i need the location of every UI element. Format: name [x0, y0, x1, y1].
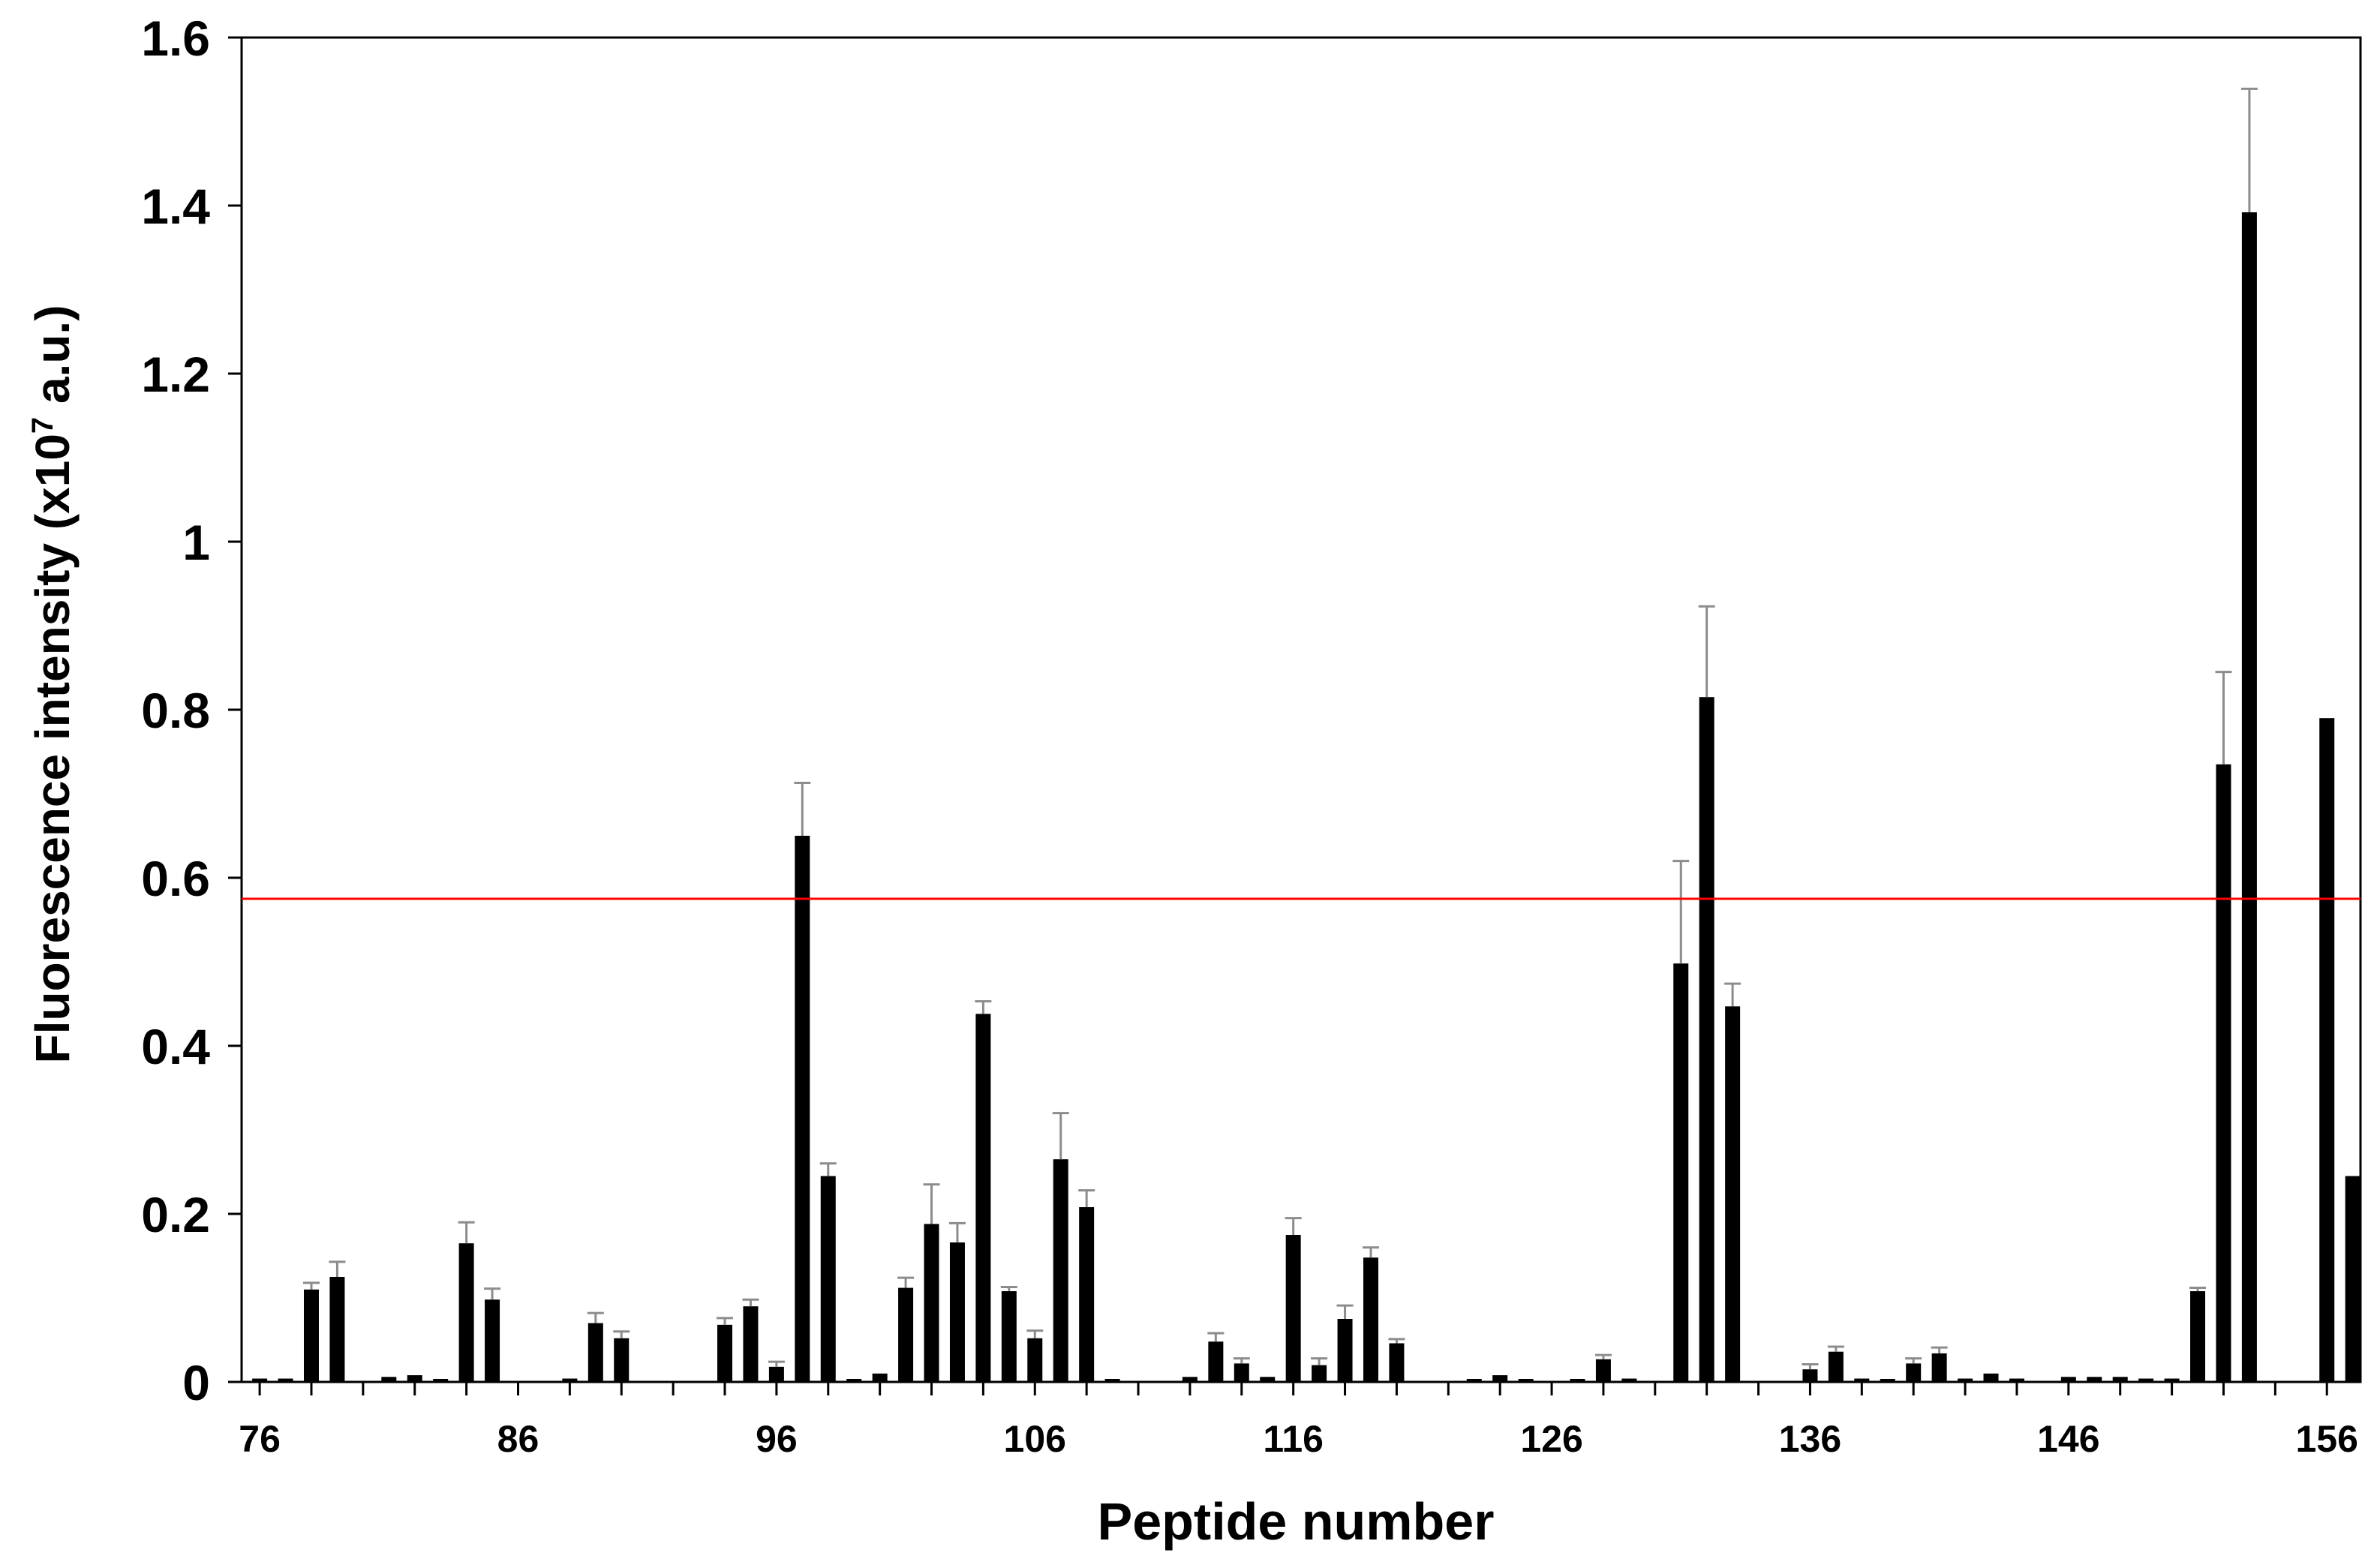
bar	[1182, 1377, 1198, 1382]
y-axis-title-exponent: 7	[26, 417, 59, 434]
bar	[743, 1306, 759, 1382]
bar	[2009, 1378, 2024, 1382]
x-tick-label: 96	[756, 1418, 798, 1460]
bar	[2345, 1176, 2360, 1382]
bar	[1725, 1006, 1741, 1382]
bar	[1079, 1207, 1095, 1382]
bar	[587, 1323, 603, 1382]
bar	[1699, 697, 1714, 1382]
bar	[303, 1289, 319, 1382]
y-tick-label: 0.4	[141, 1019, 210, 1074]
plot-border	[240, 36, 2362, 1383]
bar	[1234, 1363, 1249, 1382]
y-axis-title-unit: a.u.)	[26, 305, 80, 416]
error-bars	[302, 87, 2258, 1370]
plot-frame	[240, 36, 2362, 1383]
bar	[1389, 1343, 1405, 1382]
bar	[381, 1377, 397, 1382]
bar	[949, 1242, 965, 1382]
x-tick-label: 126	[1520, 1418, 1582, 1460]
y-tick-label: 1.6	[141, 11, 210, 66]
x-tick-label: 86	[497, 1418, 539, 1460]
bar	[1492, 1375, 1508, 1382]
x-tick-label: 106	[1004, 1418, 1066, 1460]
bar	[2190, 1291, 2206, 1382]
bar	[1363, 1257, 1378, 1382]
bar	[1673, 963, 1689, 1382]
bar-series	[252, 212, 2360, 1383]
y-axis-ticks: 0 0.2 0.4 0.6 0.8 1 1.2 1.4 1.6	[141, 11, 242, 1410]
y-tick-label: 0.6	[141, 851, 210, 906]
y-tick-label: 0	[182, 1355, 210, 1410]
bar	[2164, 1378, 2180, 1382]
bar	[278, 1378, 293, 1382]
bar	[1466, 1379, 1482, 1382]
bar	[1337, 1319, 1353, 1382]
y-axis-title-main: Fluorescence intensity (x10	[26, 434, 80, 1063]
bar	[329, 1277, 345, 1382]
bar	[846, 1379, 862, 1382]
bar	[458, 1243, 474, 1382]
bar	[2060, 1377, 2076, 1382]
x-tick-label: 136	[1779, 1418, 1841, 1460]
x-tick-label: 76	[239, 1418, 281, 1460]
bar	[1285, 1235, 1301, 1382]
y-tick-label: 1	[182, 515, 210, 570]
bar	[795, 836, 810, 1382]
bar	[1931, 1353, 1947, 1382]
bar	[252, 1378, 268, 1382]
bar	[1027, 1338, 1043, 1382]
bar	[562, 1378, 578, 1382]
y-tick-label: 1.4	[141, 179, 210, 234]
bar	[407, 1375, 422, 1382]
bar	[2112, 1377, 2128, 1382]
bar	[1854, 1378, 1870, 1382]
bar	[1518, 1379, 1534, 1382]
bar	[717, 1324, 733, 1382]
bar	[1595, 1359, 1611, 1382]
bar	[1570, 1379, 1585, 1382]
y-tick-label: 0.8	[141, 683, 210, 738]
bar	[1906, 1363, 1922, 1382]
bar	[1312, 1365, 1327, 1382]
bar	[2319, 718, 2335, 1382]
bar	[924, 1224, 939, 1382]
bar	[820, 1176, 836, 1382]
x-tick-label: 116	[1263, 1418, 1324, 1460]
bar	[614, 1338, 630, 1382]
x-tick-label: 156	[2296, 1418, 2358, 1460]
bar	[1621, 1378, 1637, 1382]
x-axis-title: Peptide number	[1098, 1492, 1495, 1551]
bar	[1958, 1378, 1973, 1382]
y-tick-label: 1.2	[141, 347, 210, 402]
bar	[2216, 764, 2231, 1382]
bar	[1053, 1159, 1068, 1382]
bar	[1001, 1291, 1017, 1382]
bar	[768, 1366, 784, 1382]
bar	[1880, 1379, 1895, 1382]
y-tick-label: 0.2	[141, 1187, 210, 1242]
bar	[1208, 1341, 1224, 1382]
bar	[2087, 1377, 2102, 1382]
bar	[1104, 1379, 1120, 1382]
bar	[485, 1299, 500, 1382]
bar	[872, 1373, 888, 1382]
bar	[433, 1379, 449, 1382]
bar	[2138, 1378, 2154, 1382]
bar	[2241, 212, 2257, 1383]
y-axis-title: Fluorescence intensity (x107 a.u.)	[26, 305, 80, 1063]
bar	[1802, 1369, 1818, 1382]
bar	[975, 1014, 991, 1382]
bar	[1983, 1373, 1999, 1382]
x-tick-label: 146	[2037, 1418, 2099, 1460]
bar	[1260, 1377, 1276, 1382]
x-axis-ticks: 76 86 96 106 116 126 136 146 156	[239, 1382, 2358, 1460]
bar	[898, 1287, 914, 1382]
bar	[1828, 1351, 1844, 1382]
